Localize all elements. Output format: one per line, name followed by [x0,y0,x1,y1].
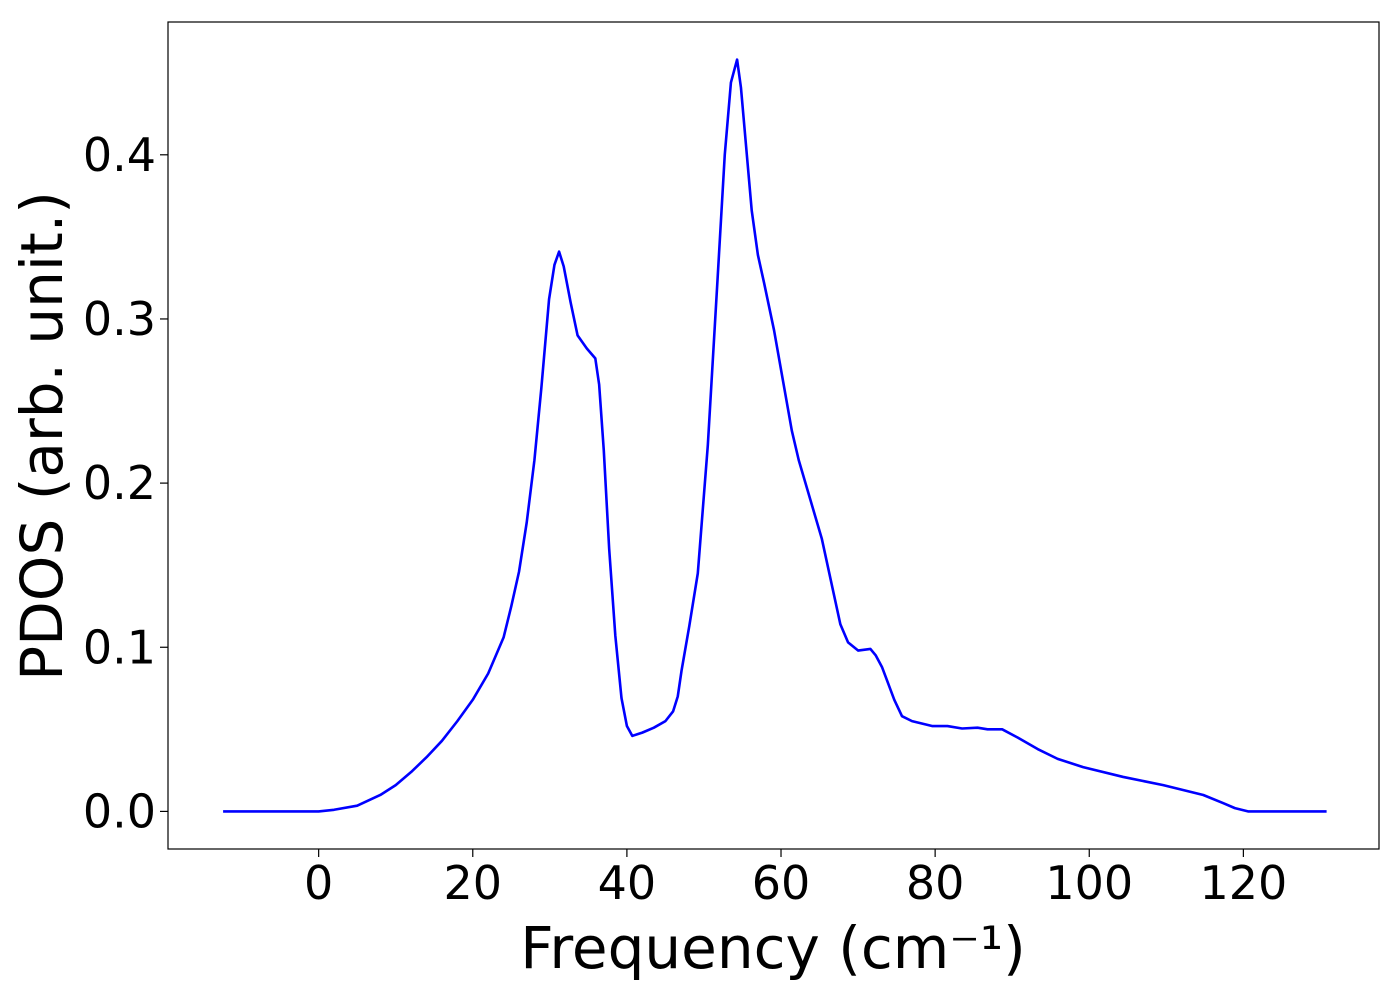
plot-frame [167,21,1380,850]
y-axis-label: PDOS (arb. unit.) [8,191,76,681]
x-tick-label: 120 [1199,856,1287,910]
y-tick-label: 0.0 [83,784,156,838]
data-line [223,58,1327,813]
x-tick-label: 40 [598,856,657,910]
x-tick-label: 0 [304,856,333,910]
x-tick-label: 20 [443,856,502,910]
x-axis-label: Frequency (cm⁻¹) [520,914,1026,982]
y-tick-label: 0.3 [83,292,156,346]
y-tick-label: 0.4 [83,128,156,182]
x-tick-label: 60 [752,856,811,910]
x-tick-label: 80 [906,856,965,910]
x-tick-label: 100 [1045,856,1133,910]
y-tick-label: 0.2 [83,456,156,510]
y-tick-label: 0.1 [83,620,156,674]
